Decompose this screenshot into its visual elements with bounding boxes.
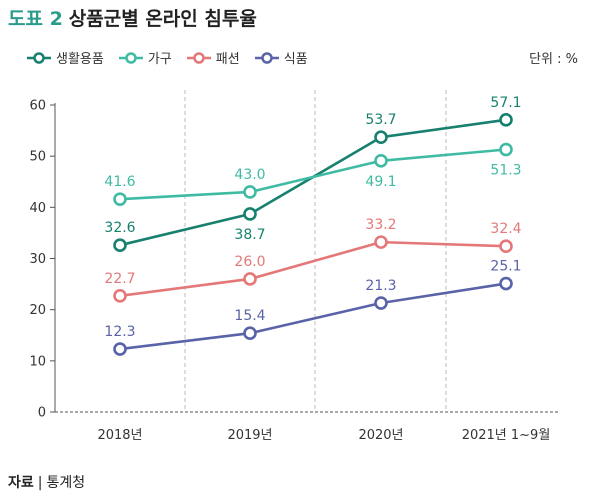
- legend: 생활용품 가구 패션 식품: [26, 48, 308, 67]
- y-tick-label: 20: [29, 303, 46, 318]
- series-line-생활용품: [119, 118, 507, 247]
- data-label: 33.2: [365, 217, 396, 233]
- figure-title: 상품군별 온라인 침투율: [68, 8, 257, 30]
- data-point: [113, 192, 127, 206]
- x-tick-label: 2018년: [97, 428, 142, 443]
- y-tick-label: 60: [29, 99, 46, 114]
- legend-item-패션: 패션: [186, 48, 240, 67]
- data-label: 25.1: [490, 259, 521, 275]
- data-label: 43.0: [234, 167, 265, 183]
- y-tick-label: 0: [38, 406, 46, 421]
- legend-label: 가구: [147, 52, 172, 67]
- legend-marker: [254, 51, 279, 64]
- y-tick-label: 10: [29, 354, 46, 369]
- legend-item-가구: 가구: [118, 48, 172, 67]
- data-point: [243, 326, 257, 341]
- data-label: 32.6: [104, 220, 135, 236]
- data-label: 21.3: [365, 278, 396, 294]
- data-point: [243, 207, 257, 221]
- legend-label: 패션: [215, 52, 240, 67]
- data-point: [499, 239, 513, 254]
- data-label: 38.7: [234, 227, 265, 243]
- legend-marker: [27, 51, 51, 64]
- y-tick-label: 50: [29, 150, 46, 165]
- legend-item-식품: 식품: [254, 48, 308, 67]
- series-line-패션: [119, 240, 507, 298]
- data-label: 57.1: [490, 95, 521, 111]
- data-point: [243, 272, 257, 286]
- source-label: 자료: [8, 475, 34, 491]
- data-point: [113, 238, 127, 252]
- legend-marker: [118, 51, 143, 64]
- data-point: [499, 113, 513, 127]
- data-point: [243, 185, 257, 199]
- data-point: [113, 342, 127, 356]
- data-label: 26.0: [234, 254, 265, 270]
- legend-label: 생활용품: [56, 52, 104, 67]
- unit-label: 단위 : %: [529, 52, 578, 67]
- data-label: 15.4: [234, 308, 265, 324]
- data-point: [499, 142, 513, 157]
- legend-marker: [186, 51, 211, 64]
- data-point: [113, 289, 127, 303]
- source-separator: |: [37, 475, 43, 491]
- data-label: 41.6: [104, 174, 135, 190]
- source-note: 자료 | 통계청: [8, 472, 85, 492]
- data-point: [374, 235, 388, 249]
- x-tick-label: 2019년: [227, 428, 272, 443]
- data-label: 51.3: [490, 163, 521, 179]
- data-label: 32.4: [490, 221, 521, 237]
- data-label: 22.7: [104, 271, 135, 287]
- data-point: [499, 276, 513, 291]
- data-point: [374, 153, 388, 168]
- source-text: 통계청: [46, 475, 86, 491]
- legend-item-생활용품: 생활용품: [26, 48, 104, 67]
- legend-label: 식품: [283, 52, 308, 67]
- y-tick-label: 30: [29, 252, 46, 267]
- y-tick-label: 40: [29, 201, 46, 216]
- data-point: [374, 130, 388, 145]
- data-point: [374, 296, 388, 310]
- series-line-식품: [119, 282, 507, 351]
- data-label: 49.1: [365, 174, 396, 190]
- chart-title: 도표 2 상품군별 온라인 침투율: [8, 4, 257, 31]
- x-tick-label: 2021년 1~9월: [462, 428, 551, 443]
- data-label: 53.7: [365, 112, 396, 128]
- data-label: 12.3: [104, 324, 135, 340]
- x-tick-label: 2020년: [358, 428, 403, 443]
- figure-number: 도표 2: [8, 8, 63, 30]
- series-line-가구: [119, 148, 507, 201]
